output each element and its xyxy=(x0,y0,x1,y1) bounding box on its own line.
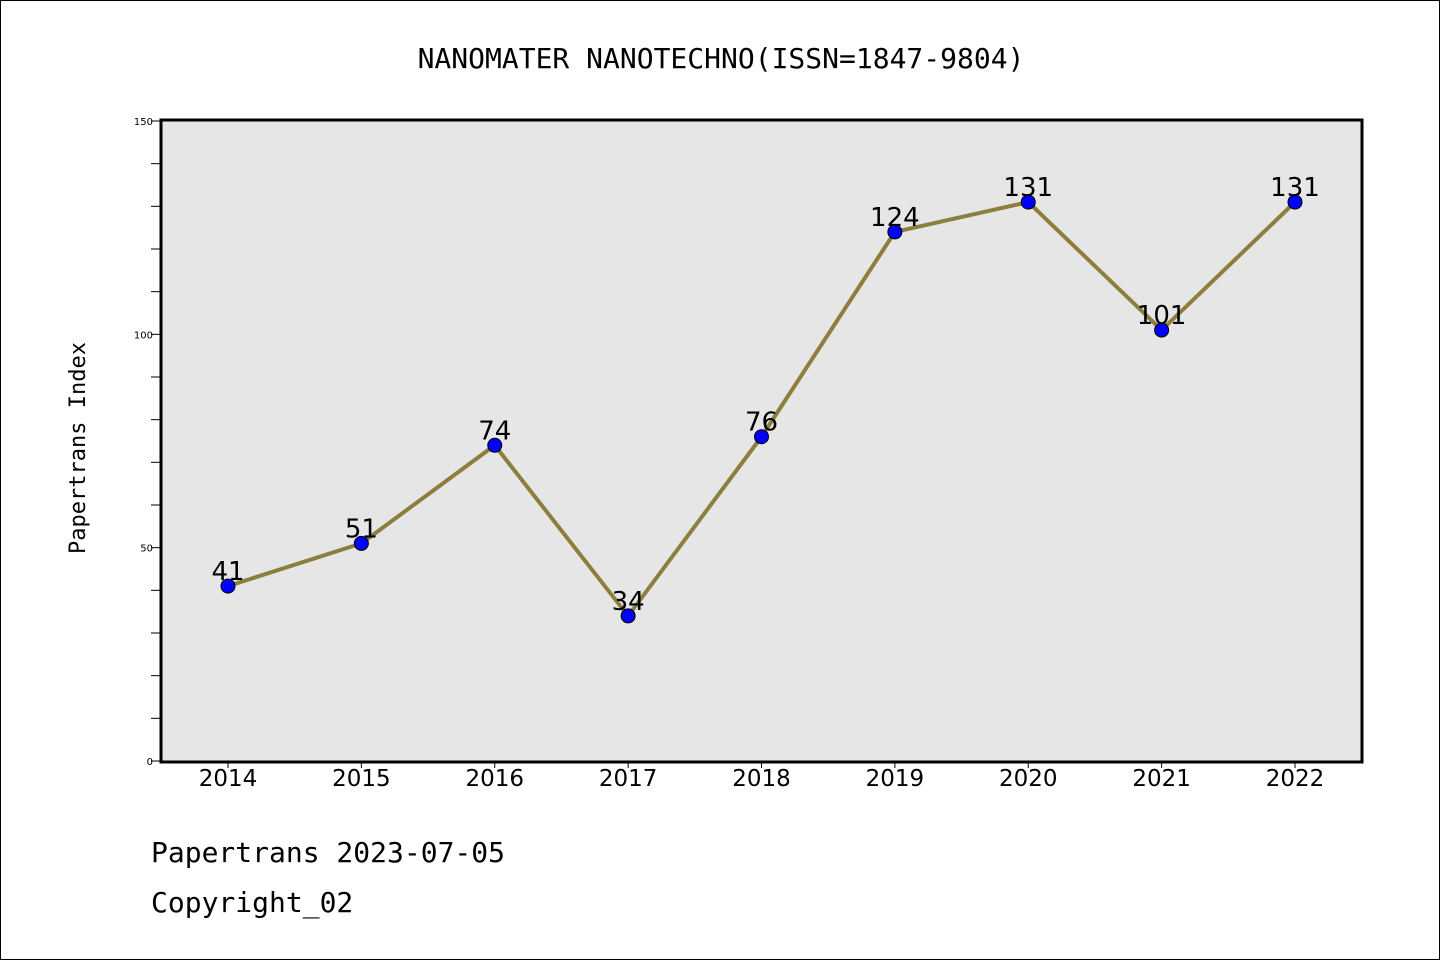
data-label: 101 xyxy=(1137,301,1187,331)
data-point xyxy=(887,224,903,240)
x-axis-ticks: 2014 2015 2016 2017 2018 2019 2020 2021 2022 xyxy=(199,762,1325,792)
data-label: 124 xyxy=(870,203,920,233)
data-point xyxy=(1020,194,1036,210)
footer-date: Papertrans 2023-07-05 xyxy=(151,836,506,869)
x-tick-label: 2014 xyxy=(199,766,258,792)
data-point xyxy=(220,578,236,594)
y-axis-label: Papertrans Index xyxy=(66,342,91,554)
data-point xyxy=(620,608,636,624)
y-tick-label: 50 xyxy=(140,544,153,555)
data-label: 74 xyxy=(478,416,511,446)
data-label: 51 xyxy=(345,514,378,544)
chart-title: NANOMATER NANOTECHNO(ISSN=1847-9804) xyxy=(418,42,1025,75)
data-points xyxy=(220,194,1303,624)
y-tick-label: 100 xyxy=(134,330,153,341)
data-label: 131 xyxy=(1003,173,1053,203)
data-label: 34 xyxy=(612,587,645,617)
data-label: 76 xyxy=(745,408,778,438)
y-axis-ticks: 0 50 100 150 xyxy=(134,117,161,768)
data-point xyxy=(1287,194,1303,210)
x-tick-label: 2019 xyxy=(866,766,925,792)
y-tick-label: 0 xyxy=(147,757,153,768)
x-tick-label: 2020 xyxy=(999,766,1058,792)
footer-copyright: Copyright_02 xyxy=(151,886,354,919)
data-label: 41 xyxy=(211,557,244,587)
x-tick-label: 2015 xyxy=(332,766,391,792)
x-tick-label: 2021 xyxy=(1132,766,1191,792)
data-point xyxy=(754,429,769,445)
data-label: 131 xyxy=(1270,173,1320,203)
x-tick-label: 2018 xyxy=(732,766,791,792)
x-tick-label: 2022 xyxy=(1266,766,1325,792)
data-point xyxy=(487,437,503,453)
x-tick-label: 2017 xyxy=(599,766,658,792)
data-point xyxy=(353,535,369,551)
data-point xyxy=(1154,322,1170,338)
data-labels: 41 51 74 34 76 124 131 101 131 xyxy=(211,173,1319,617)
y-tick-label: 150 xyxy=(134,117,153,128)
x-tick-label: 2016 xyxy=(465,766,524,792)
